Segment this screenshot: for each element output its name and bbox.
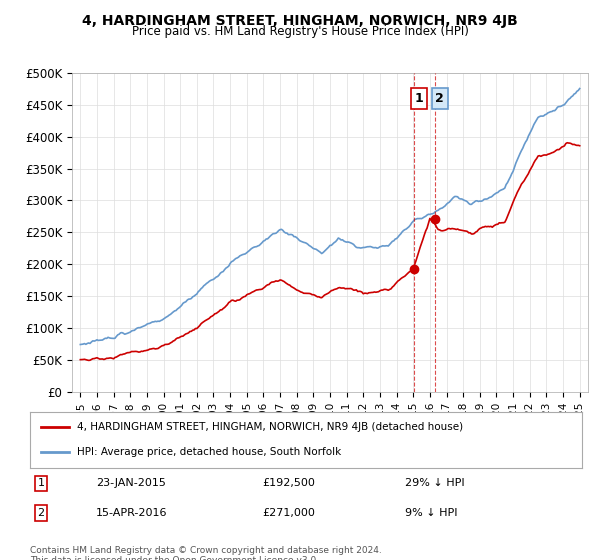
Text: 29% ↓ HPI: 29% ↓ HPI (406, 478, 465, 488)
Text: 23-JAN-2015: 23-JAN-2015 (96, 478, 166, 488)
Text: 9% ↓ HPI: 9% ↓ HPI (406, 508, 458, 518)
Text: 15-APR-2016: 15-APR-2016 (96, 508, 168, 518)
Text: 4, HARDINGHAM STREET, HINGHAM, NORWICH, NR9 4JB (detached house): 4, HARDINGHAM STREET, HINGHAM, NORWICH, … (77, 422, 463, 432)
Text: 2: 2 (37, 508, 44, 518)
Text: Price paid vs. HM Land Registry's House Price Index (HPI): Price paid vs. HM Land Registry's House … (131, 25, 469, 38)
Text: 1: 1 (415, 92, 424, 105)
Text: Contains HM Land Registry data © Crown copyright and database right 2024.
This d: Contains HM Land Registry data © Crown c… (30, 546, 382, 560)
Text: £271,000: £271,000 (262, 508, 315, 518)
Text: 1: 1 (38, 478, 44, 488)
Text: £192,500: £192,500 (262, 478, 315, 488)
Text: 2: 2 (435, 92, 444, 105)
Text: HPI: Average price, detached house, South Norfolk: HPI: Average price, detached house, Sout… (77, 447, 341, 457)
Text: 4, HARDINGHAM STREET, HINGHAM, NORWICH, NR9 4JB: 4, HARDINGHAM STREET, HINGHAM, NORWICH, … (82, 14, 518, 28)
